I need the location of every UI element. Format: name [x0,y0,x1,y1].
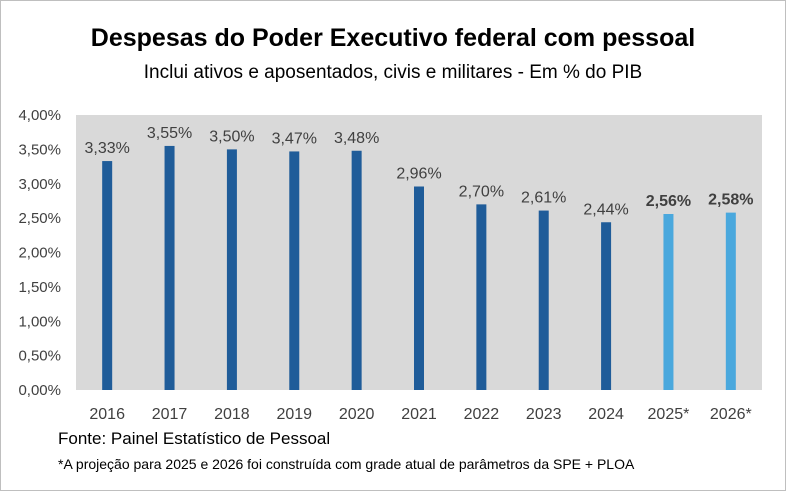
y-tick-label: 2,50% [18,210,61,227]
bar [289,151,300,390]
bars [102,145,736,390]
data-label: 2,56% [646,193,691,210]
x-tick-label: 2025* [648,406,690,423]
bar [102,161,113,390]
data-label: 3,47% [272,130,317,147]
value-labels: 3,33% 3,55% 3,50% 3,47% 3,48% 2,96% 2,70% 2,61%… [84,125,753,218]
x-axis: 2016 2017 2018 2019 2020 2021 2022 2023 2024 2025… [89,406,751,423]
source-note: Fonte: Painel Estatístico de Pessoal [58,429,331,448]
y-tick-label: 1,50% [18,279,61,296]
bar [538,210,549,390]
x-tick-label: 2022 [464,406,500,423]
bar [725,212,736,390]
bar [164,145,175,390]
x-tick-label: 2024 [588,406,624,423]
bar [476,204,487,390]
y-axis: 0,00% 0,50% 1,00% 1,50% 2,00% 2,50% 3,00% 3,50%… [18,107,61,399]
data-label: 3,48% [334,130,379,147]
y-tick-label: 4,00% [18,107,61,124]
bar [601,222,612,390]
x-tick-label: 2018 [214,406,250,423]
x-tick-label: 2021 [401,406,437,423]
y-tick-label: 1,00% [18,313,61,330]
data-label: 2,96% [396,166,441,183]
bar [414,186,424,390]
y-tick-label: 3,00% [18,176,61,193]
y-tick-label: 0,00% [18,382,61,399]
data-label: 3,50% [209,128,254,145]
x-tick-label: 2020 [339,406,375,423]
bar [663,214,674,390]
data-label: 3,33% [84,140,129,157]
chart-title: Despesas do Poder Executivo federal com … [90,24,696,52]
bar [351,150,362,390]
x-tick-label: 2026* [710,406,752,423]
y-tick-label: 0,50% [18,348,61,365]
data-label: 2,58% [708,192,753,209]
data-label: 2,44% [583,201,628,218]
x-tick-label: 2017 [152,406,188,423]
chart-subtitle: Inclui ativos e aposentados, civis e mil… [143,62,643,83]
y-tick-label: 3,50% [18,141,61,158]
y-tick-label: 2,00% [18,245,61,262]
data-label: 2,70% [459,183,504,200]
x-tick-label: 2019 [276,406,312,423]
bar [226,149,237,390]
x-tick-label: 2023 [526,406,562,423]
data-label: 2,61% [521,190,566,207]
data-label: 3,55% [147,125,192,142]
x-tick-label: 2016 [89,406,125,423]
footnote: *A projeção para 2025 e 2026 foi constru… [58,456,635,472]
